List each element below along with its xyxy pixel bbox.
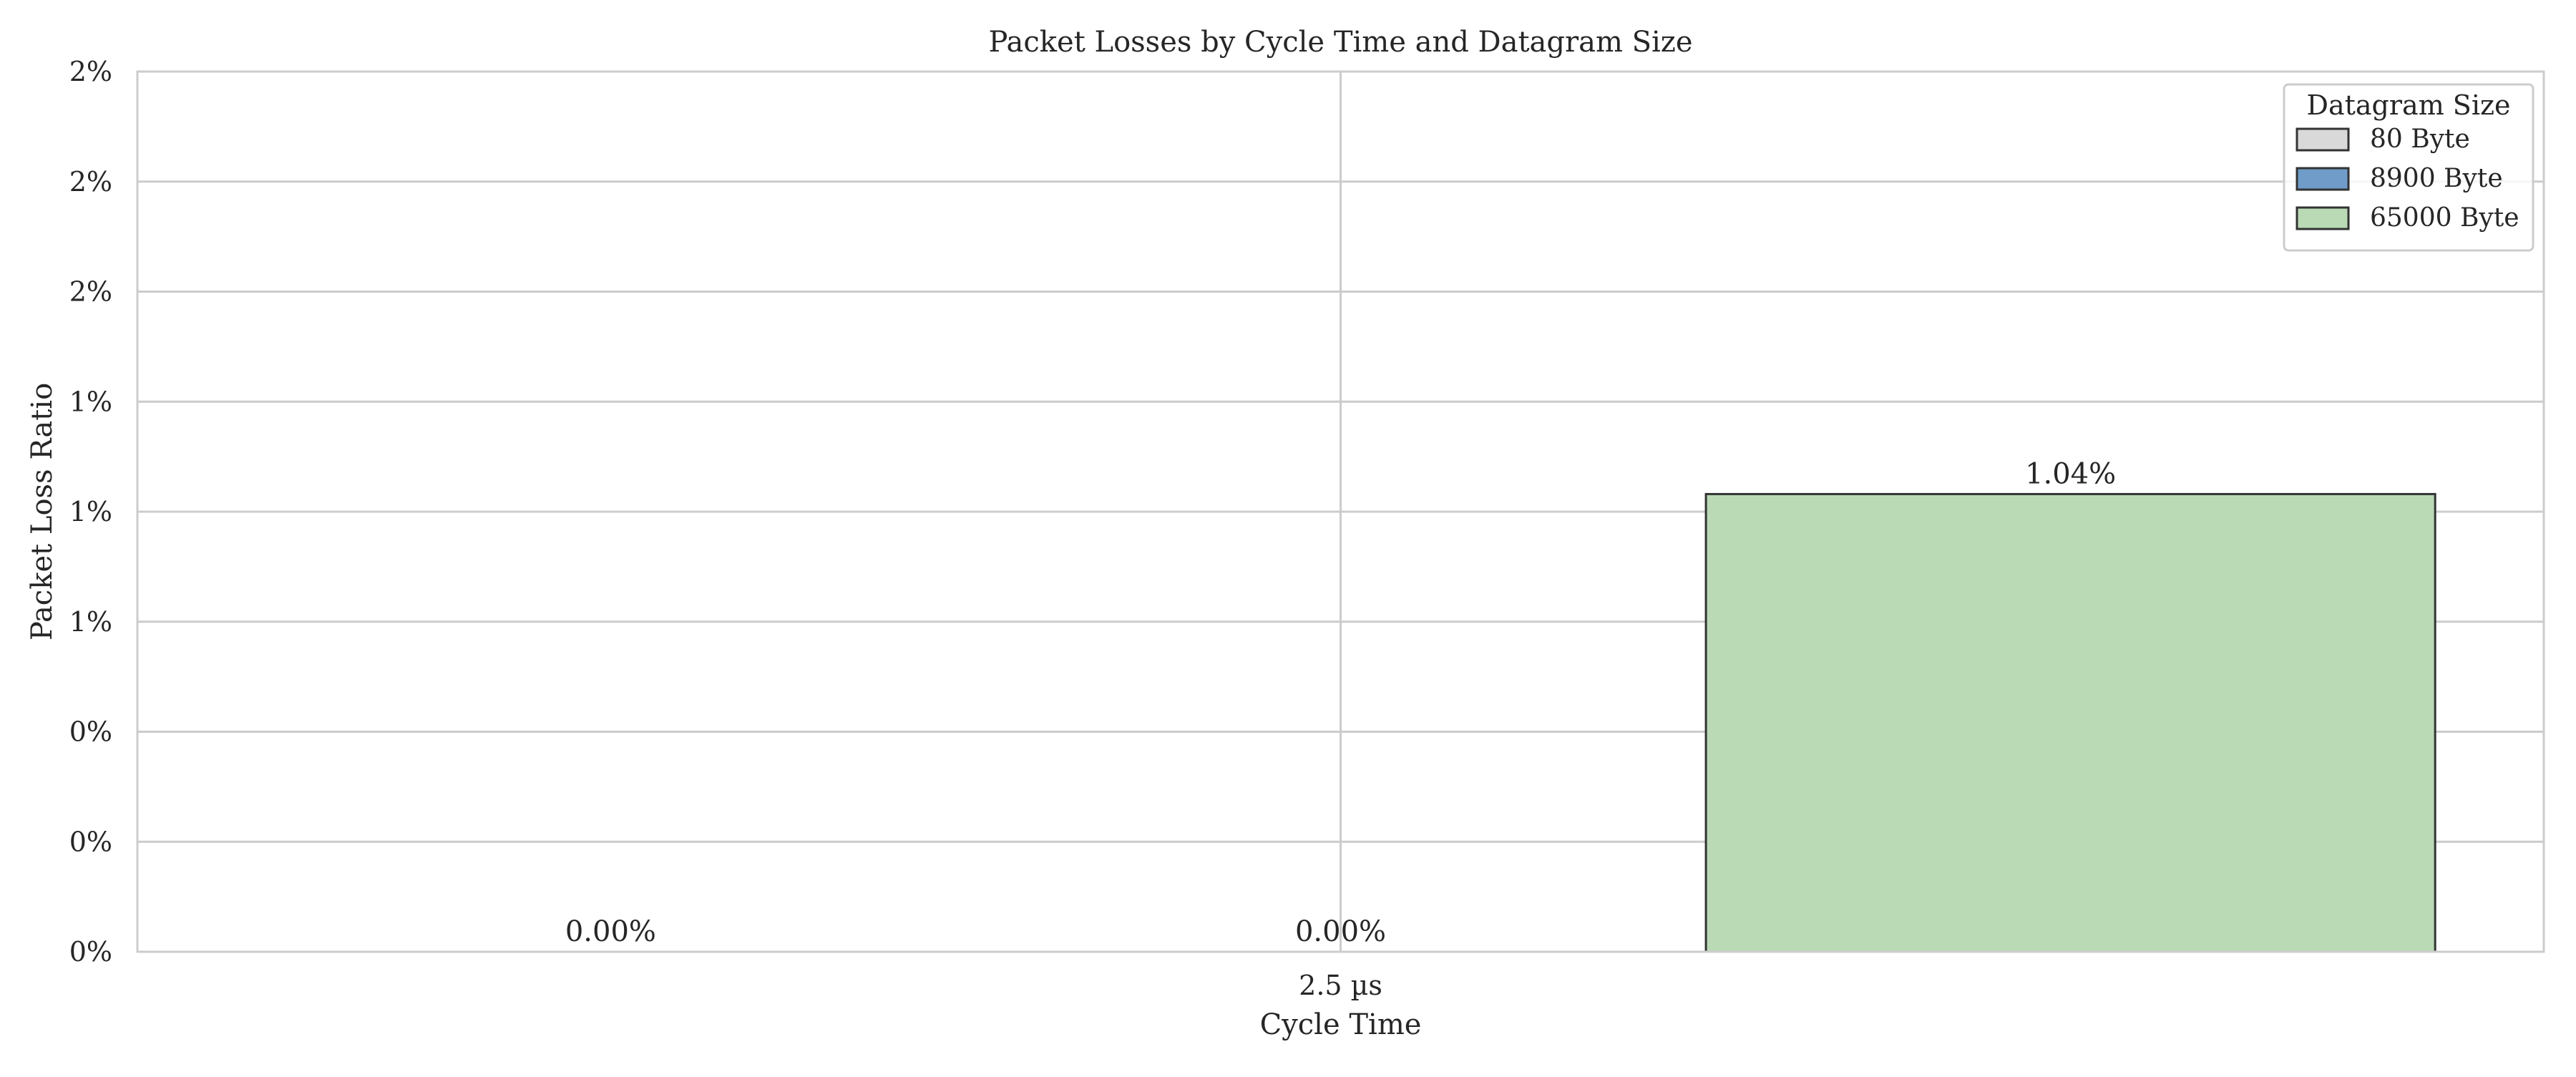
legend-label: 65000 Byte — [2370, 203, 2519, 233]
legend-swatch — [2296, 127, 2350, 152]
y-axis-label: Packet Loss Ratio — [26, 383, 59, 640]
y-tick-label: 2% — [69, 56, 112, 87]
bar-value-label: 0.00% — [1295, 915, 1386, 948]
bar-value-label: 1.04% — [2025, 457, 2116, 490]
plot-frame — [136, 70, 2545, 953]
y-tick-label: 2% — [69, 276, 112, 308]
bar-value-label: 0.00% — [565, 915, 656, 948]
y-tick-label: 0% — [69, 826, 112, 857]
y-tick-label: 0% — [69, 936, 112, 968]
y-tick-label: 0% — [69, 716, 112, 748]
legend-label: 8900 Byte — [2370, 164, 2503, 193]
y-axis-ticks: 0% 0% 0% 1% 1% 1% 2% 2% 2% — [69, 56, 112, 968]
legend-title: Datagram Size — [2307, 89, 2511, 121]
legend-swatch — [2296, 167, 2350, 191]
bar-65000-byte — [1704, 492, 2436, 953]
chart-title: Packet Losses by Cycle Time and Datagram… — [988, 26, 1692, 59]
y-tick-label: 1% — [69, 496, 112, 527]
x-tick-label: 2.5 µs — [1299, 970, 1382, 1001]
legend-swatch — [2296, 206, 2350, 230]
y-tick-label: 1% — [69, 386, 112, 417]
x-axis-ticks: 2.5 µs — [1299, 970, 1382, 1001]
bar-value-labels: 0.00% 0.00% 1.04% — [565, 457, 2116, 948]
legend: Datagram Size 80 Byte 8900 Byte 65000 Byte — [2283, 83, 2534, 252]
y-tick-label: 2% — [69, 166, 112, 198]
x-axis-label: Cycle Time — [1260, 1008, 1422, 1041]
legend-label: 80 Byte — [2370, 125, 2470, 154]
legend-items: 80 Byte 8900 Byte 65000 Byte — [2296, 125, 2519, 233]
y-tick-label: 1% — [69, 606, 112, 638]
